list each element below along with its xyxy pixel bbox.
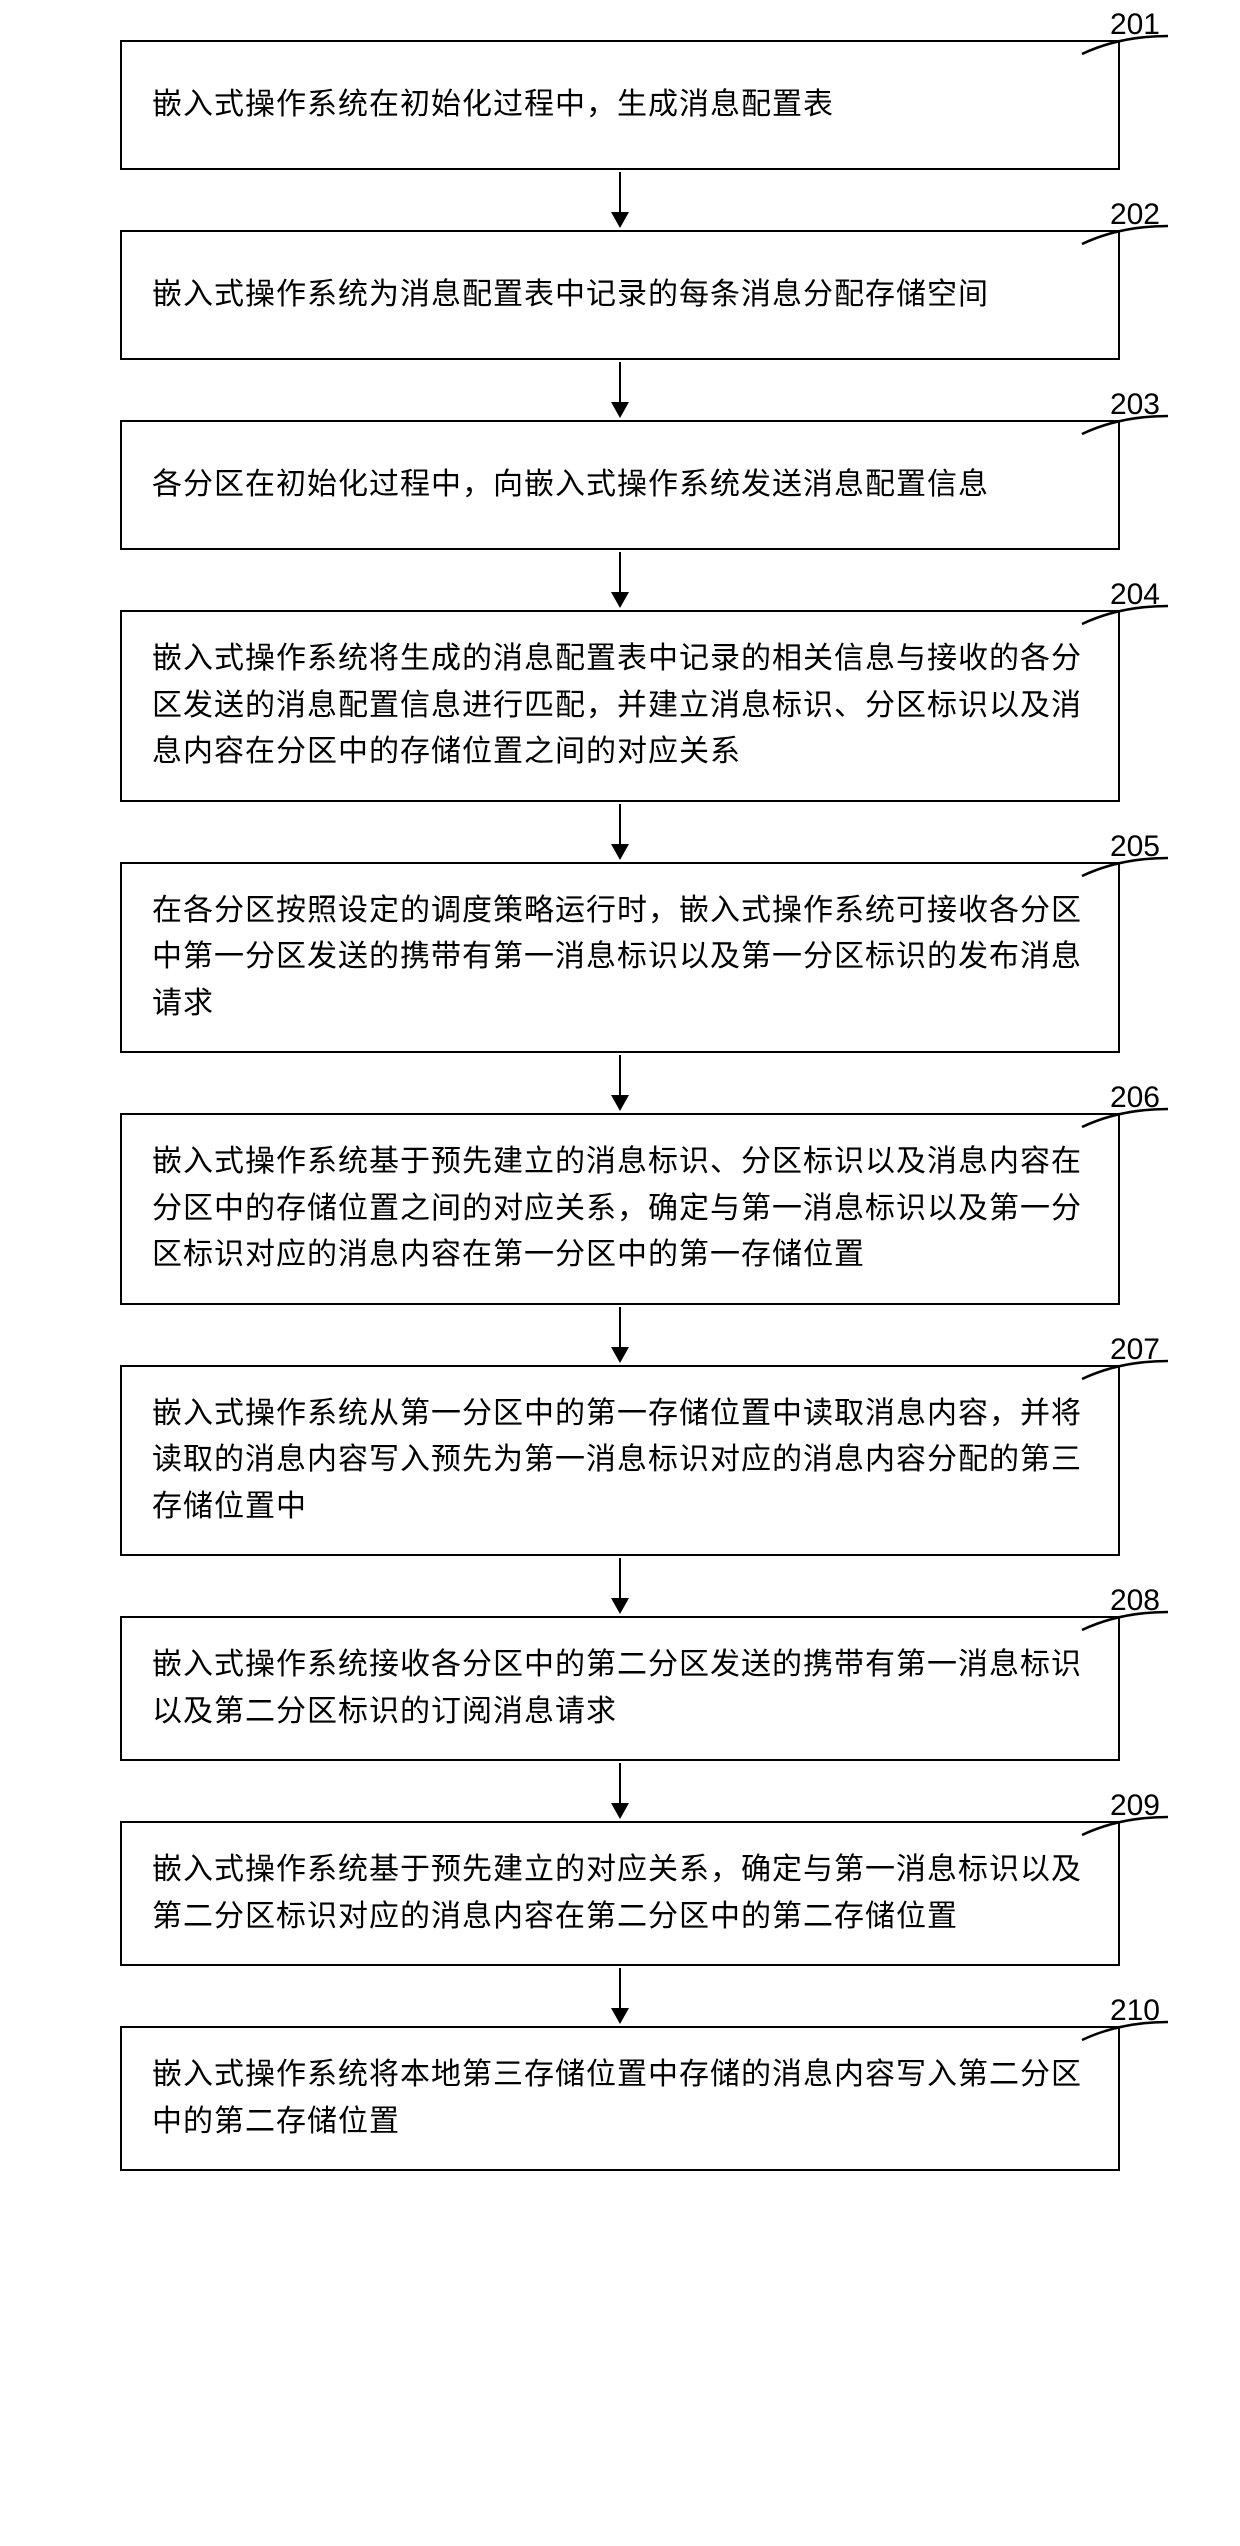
step-box: 嵌入式操作系统为消息配置表中记录的每条消息分配存储空间 xyxy=(120,230,1120,360)
step-text: 嵌入式操作系统将本地第三存储位置中存储的消息内容写入第二分区中的第二存储位置 xyxy=(152,2052,1088,2145)
arrow-icon xyxy=(611,1305,629,1365)
step-text: 在各分区按照设定的调度策略运行时，嵌入式操作系统可接收各分区中第一分区发送的携带… xyxy=(152,888,1088,1028)
step-text: 嵌入式操作系统基于预先建立的消息标识、分区标识以及消息内容在分区中的存储位置之间… xyxy=(152,1139,1088,1279)
flowchart-step: 210 嵌入式操作系统将本地第三存储位置中存储的消息内容写入第二分区中的第二存储… xyxy=(50,2026,1190,2171)
step-text: 嵌入式操作系统为消息配置表中记录的每条消息分配存储空间 xyxy=(152,272,989,319)
step-box: 嵌入式操作系统基于预先建立的对应关系，确定与第一消息标识以及第二分区标识对应的消… xyxy=(120,1821,1120,1966)
step-text: 嵌入式操作系统在初始化过程中，生成消息配置表 xyxy=(152,82,834,129)
step-text: 各分区在初始化过程中，向嵌入式操作系统发送消息配置信息 xyxy=(152,462,989,509)
step-label: 210 xyxy=(1110,1994,1160,2028)
flowchart-step: 203 各分区在初始化过程中，向嵌入式操作系统发送消息配置信息 xyxy=(50,420,1190,550)
arrow-icon xyxy=(611,1053,629,1113)
step-label: 202 xyxy=(1110,198,1160,232)
step-box: 嵌入式操作系统从第一分区中的第一存储位置中读取消息内容，并将读取的消息内容写入预… xyxy=(120,1365,1120,1557)
step-label: 207 xyxy=(1110,1333,1160,1367)
step-label: 201 xyxy=(1110,8,1160,42)
step-text: 嵌入式操作系统基于预先建立的对应关系，确定与第一消息标识以及第二分区标识对应的消… xyxy=(152,1847,1088,1940)
arrow-icon xyxy=(611,1556,629,1616)
step-box: 嵌入式操作系统将生成的消息配置表中记录的相关信息与接收的各分区发送的消息配置信息… xyxy=(120,610,1120,802)
step-label: 209 xyxy=(1110,1789,1160,1823)
step-label: 205 xyxy=(1110,830,1160,864)
step-label: 204 xyxy=(1110,578,1160,612)
step-box: 嵌入式操作系统在初始化过程中，生成消息配置表 xyxy=(120,40,1120,170)
flowchart-step: 201 嵌入式操作系统在初始化过程中，生成消息配置表 xyxy=(50,40,1190,170)
arrow-icon xyxy=(611,550,629,610)
flowchart-step: 208 嵌入式操作系统接收各分区中的第二分区发送的携带有第一消息标识以及第二分区… xyxy=(50,1616,1190,1761)
step-text: 嵌入式操作系统将生成的消息配置表中记录的相关信息与接收的各分区发送的消息配置信息… xyxy=(152,636,1088,776)
flowchart-step: 206 嵌入式操作系统基于预先建立的消息标识、分区标识以及消息内容在分区中的存储… xyxy=(50,1113,1190,1305)
step-label: 206 xyxy=(1110,1081,1160,1115)
arrow-icon xyxy=(611,360,629,420)
arrow-icon xyxy=(611,802,629,862)
step-text: 嵌入式操作系统接收各分区中的第二分区发送的携带有第一消息标识以及第二分区标识的订… xyxy=(152,1642,1088,1735)
flowchart-step: 205 在各分区按照设定的调度策略运行时，嵌入式操作系统可接收各分区中第一分区发… xyxy=(50,862,1190,1054)
step-box: 各分区在初始化过程中，向嵌入式操作系统发送消息配置信息 xyxy=(120,420,1120,550)
flowchart-step: 207 嵌入式操作系统从第一分区中的第一存储位置中读取消息内容，并将读取的消息内… xyxy=(50,1365,1190,1557)
flowchart-step: 202 嵌入式操作系统为消息配置表中记录的每条消息分配存储空间 xyxy=(50,230,1190,360)
step-box: 嵌入式操作系统基于预先建立的消息标识、分区标识以及消息内容在分区中的存储位置之间… xyxy=(120,1113,1120,1305)
step-label: 203 xyxy=(1110,388,1160,422)
step-text: 嵌入式操作系统从第一分区中的第一存储位置中读取消息内容，并将读取的消息内容写入预… xyxy=(152,1391,1088,1531)
arrow-icon xyxy=(611,1761,629,1821)
step-box: 在各分区按照设定的调度策略运行时，嵌入式操作系统可接收各分区中第一分区发送的携带… xyxy=(120,862,1120,1054)
flowchart-step: 204 嵌入式操作系统将生成的消息配置表中记录的相关信息与接收的各分区发送的消息… xyxy=(50,610,1190,802)
arrow-icon xyxy=(611,1966,629,2026)
step-box: 嵌入式操作系统接收各分区中的第二分区发送的携带有第一消息标识以及第二分区标识的订… xyxy=(120,1616,1120,1761)
step-label: 208 xyxy=(1110,1584,1160,1618)
flowchart-container: 201 嵌入式操作系统在初始化过程中，生成消息配置表 202 嵌入式操作系统为消… xyxy=(50,40,1190,2171)
step-box: 嵌入式操作系统将本地第三存储位置中存储的消息内容写入第二分区中的第二存储位置 xyxy=(120,2026,1120,2171)
arrow-icon xyxy=(611,170,629,230)
flowchart-step: 209 嵌入式操作系统基于预先建立的对应关系，确定与第一消息标识以及第二分区标识… xyxy=(50,1821,1190,1966)
